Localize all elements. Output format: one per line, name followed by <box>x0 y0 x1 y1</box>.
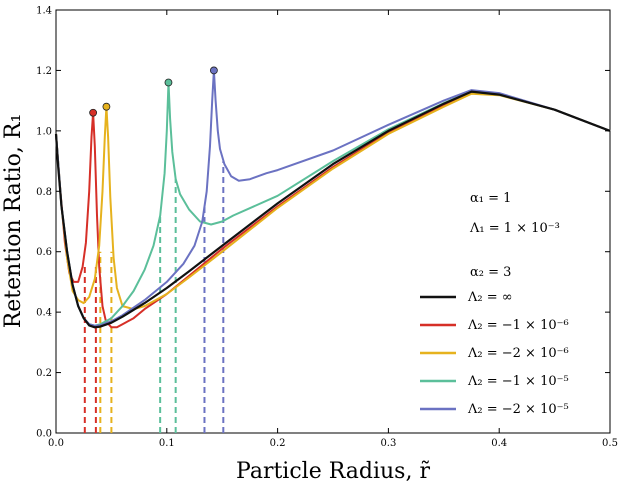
series-line-1 <box>55 91 611 329</box>
legend: Λ₂ = ∞ Λ₂ = −1 × 10⁻⁶ Λ₂ = −2 × 10⁻⁶ Λ₂ = −… <box>420 290 569 417</box>
plot-frame <box>55 9 611 434</box>
x-tick-label-0: 0.0 <box>48 438 64 449</box>
y-tick-label-7: 1.4 <box>36 6 52 17</box>
peak-markers-group <box>89 66 218 117</box>
y-tick-label-1: 0.2 <box>36 368 52 379</box>
legend-label-0: Λ₂ = ∞ <box>467 290 513 305</box>
peak-marker-2 <box>102 102 111 111</box>
x-tick-label-1: 0.1 <box>159 438 175 449</box>
series-lines-group <box>54 69 611 329</box>
x-ticks-group: 0.0 0.1 0.2 0.3 0.4 0.5 <box>48 10 618 449</box>
x-tick-label-3: 0.3 <box>380 438 396 449</box>
annotation-alpha1: α₁ = 1 <box>470 191 511 206</box>
series-line-0 <box>54 90 611 329</box>
x-axis-label: Particle Radius, r̃ <box>236 459 430 484</box>
annotation-alpha2: α₂ = 3 <box>470 265 511 280</box>
peak-marker-3 <box>164 78 173 87</box>
y-tick-label-4: 0.8 <box>36 187 52 198</box>
x-tick-label-2: 0.2 <box>270 438 286 449</box>
series-line-2 <box>55 92 611 311</box>
y-axis-label: Retention Ratio, R₁ <box>1 114 26 329</box>
series-line-4 <box>55 69 611 327</box>
dashed-lines-group <box>83 161 225 433</box>
y-tick-label-6: 1.2 <box>36 66 52 77</box>
legend-label-3: Λ₂ = −1 × 10⁻⁵ <box>467 374 569 389</box>
peak-marker-1 <box>89 108 98 117</box>
y-tick-label-3: 0.6 <box>36 247 52 258</box>
series-line-3 <box>55 81 611 327</box>
y-ticks-group: 0.0 0.2 0.4 0.6 0.8 1.0 1.2 1.4 <box>36 6 610 440</box>
legend-label-2: Λ₂ = −2 × 10⁻⁶ <box>467 346 569 361</box>
x-tick-label-4: 0.4 <box>491 438 507 449</box>
annotation-lambda1: Λ₁ = 1 × 10⁻³ <box>469 221 560 236</box>
y-tick-label-5: 1.0 <box>36 126 52 137</box>
y-tick-label-2: 0.4 <box>36 308 52 319</box>
peak-marker-4 <box>209 66 218 75</box>
legend-label-4: Λ₂ = −2 × 10⁻⁵ <box>467 402 569 417</box>
x-tick-label-5: 0.5 <box>602 438 618 449</box>
legend-label-1: Λ₂ = −1 × 10⁻⁶ <box>467 318 569 333</box>
y-tick-label-0: 0.0 <box>36 429 52 440</box>
